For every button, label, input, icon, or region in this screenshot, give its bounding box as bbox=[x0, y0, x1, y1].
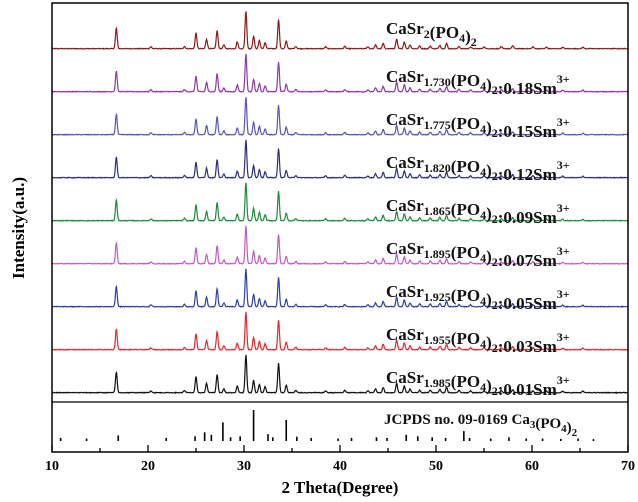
y-axis-title: Intensity(a.u.) bbox=[9, 177, 28, 279]
reference-layer bbox=[52, 401, 628, 441]
x-tick-label: 60 bbox=[525, 459, 539, 474]
x-tick-label: 10 bbox=[45, 459, 59, 474]
series-line-3 bbox=[51, 97, 629, 136]
x-tick-label: 70 bbox=[621, 459, 635, 474]
series-label-2: CaSr1.730(PO4)2:0.18Sm3+ bbox=[386, 67, 570, 98]
series-line-9 bbox=[51, 354, 629, 394]
label-layer: CaSr2(PO4)2 CaSr1.730(PO4)2:0.18Sm3+ CaSr1… bbox=[384, 19, 578, 439]
series-line-4 bbox=[51, 139, 629, 179]
x-tick-label: 20 bbox=[141, 459, 155, 474]
series-label-9: CaSr1.985(PO4)2:0.01Sm3+ bbox=[386, 368, 570, 399]
reference-label: JCPDS no. 09-0169 Ca3(PO4)2 bbox=[384, 412, 578, 439]
series-label-1: CaSr2(PO4)2 bbox=[386, 19, 477, 49]
series-label-5: CaSr1.865(PO4)2:0.09Sm3+ bbox=[386, 196, 570, 227]
x-tick-label: 50 bbox=[429, 459, 443, 474]
series-line-2 bbox=[51, 53, 629, 93]
x-tick-label: 40 bbox=[333, 459, 347, 474]
series-line-7 bbox=[51, 268, 629, 308]
series-label-3: CaSr1.775(PO4)2:0.15Sm3+ bbox=[386, 110, 570, 141]
series-line-5 bbox=[51, 182, 629, 222]
series-line-8 bbox=[51, 311, 629, 351]
series-layer bbox=[51, 11, 629, 394]
series-label-6: CaSr1.895(PO4)2:0.07Sm3+ bbox=[386, 239, 570, 270]
series-label-8: CaSr1.955(PO4)2:0.03Sm3+ bbox=[386, 325, 570, 356]
series-label-4: CaSr1.820(PO4)2:0.12Sm3+ bbox=[386, 153, 570, 184]
x-axis-title: 2 Theta(Degree) bbox=[282, 478, 399, 497]
series-label-7: CaSr1.925(PO4)2:0.05Sm3+ bbox=[386, 282, 570, 313]
series-line-1 bbox=[51, 11, 629, 50]
x-tick-label: 30 bbox=[237, 459, 251, 474]
series-line-6 bbox=[51, 225, 629, 265]
x-axis: 10 20 30 40 50 60 70 bbox=[45, 445, 635, 474]
